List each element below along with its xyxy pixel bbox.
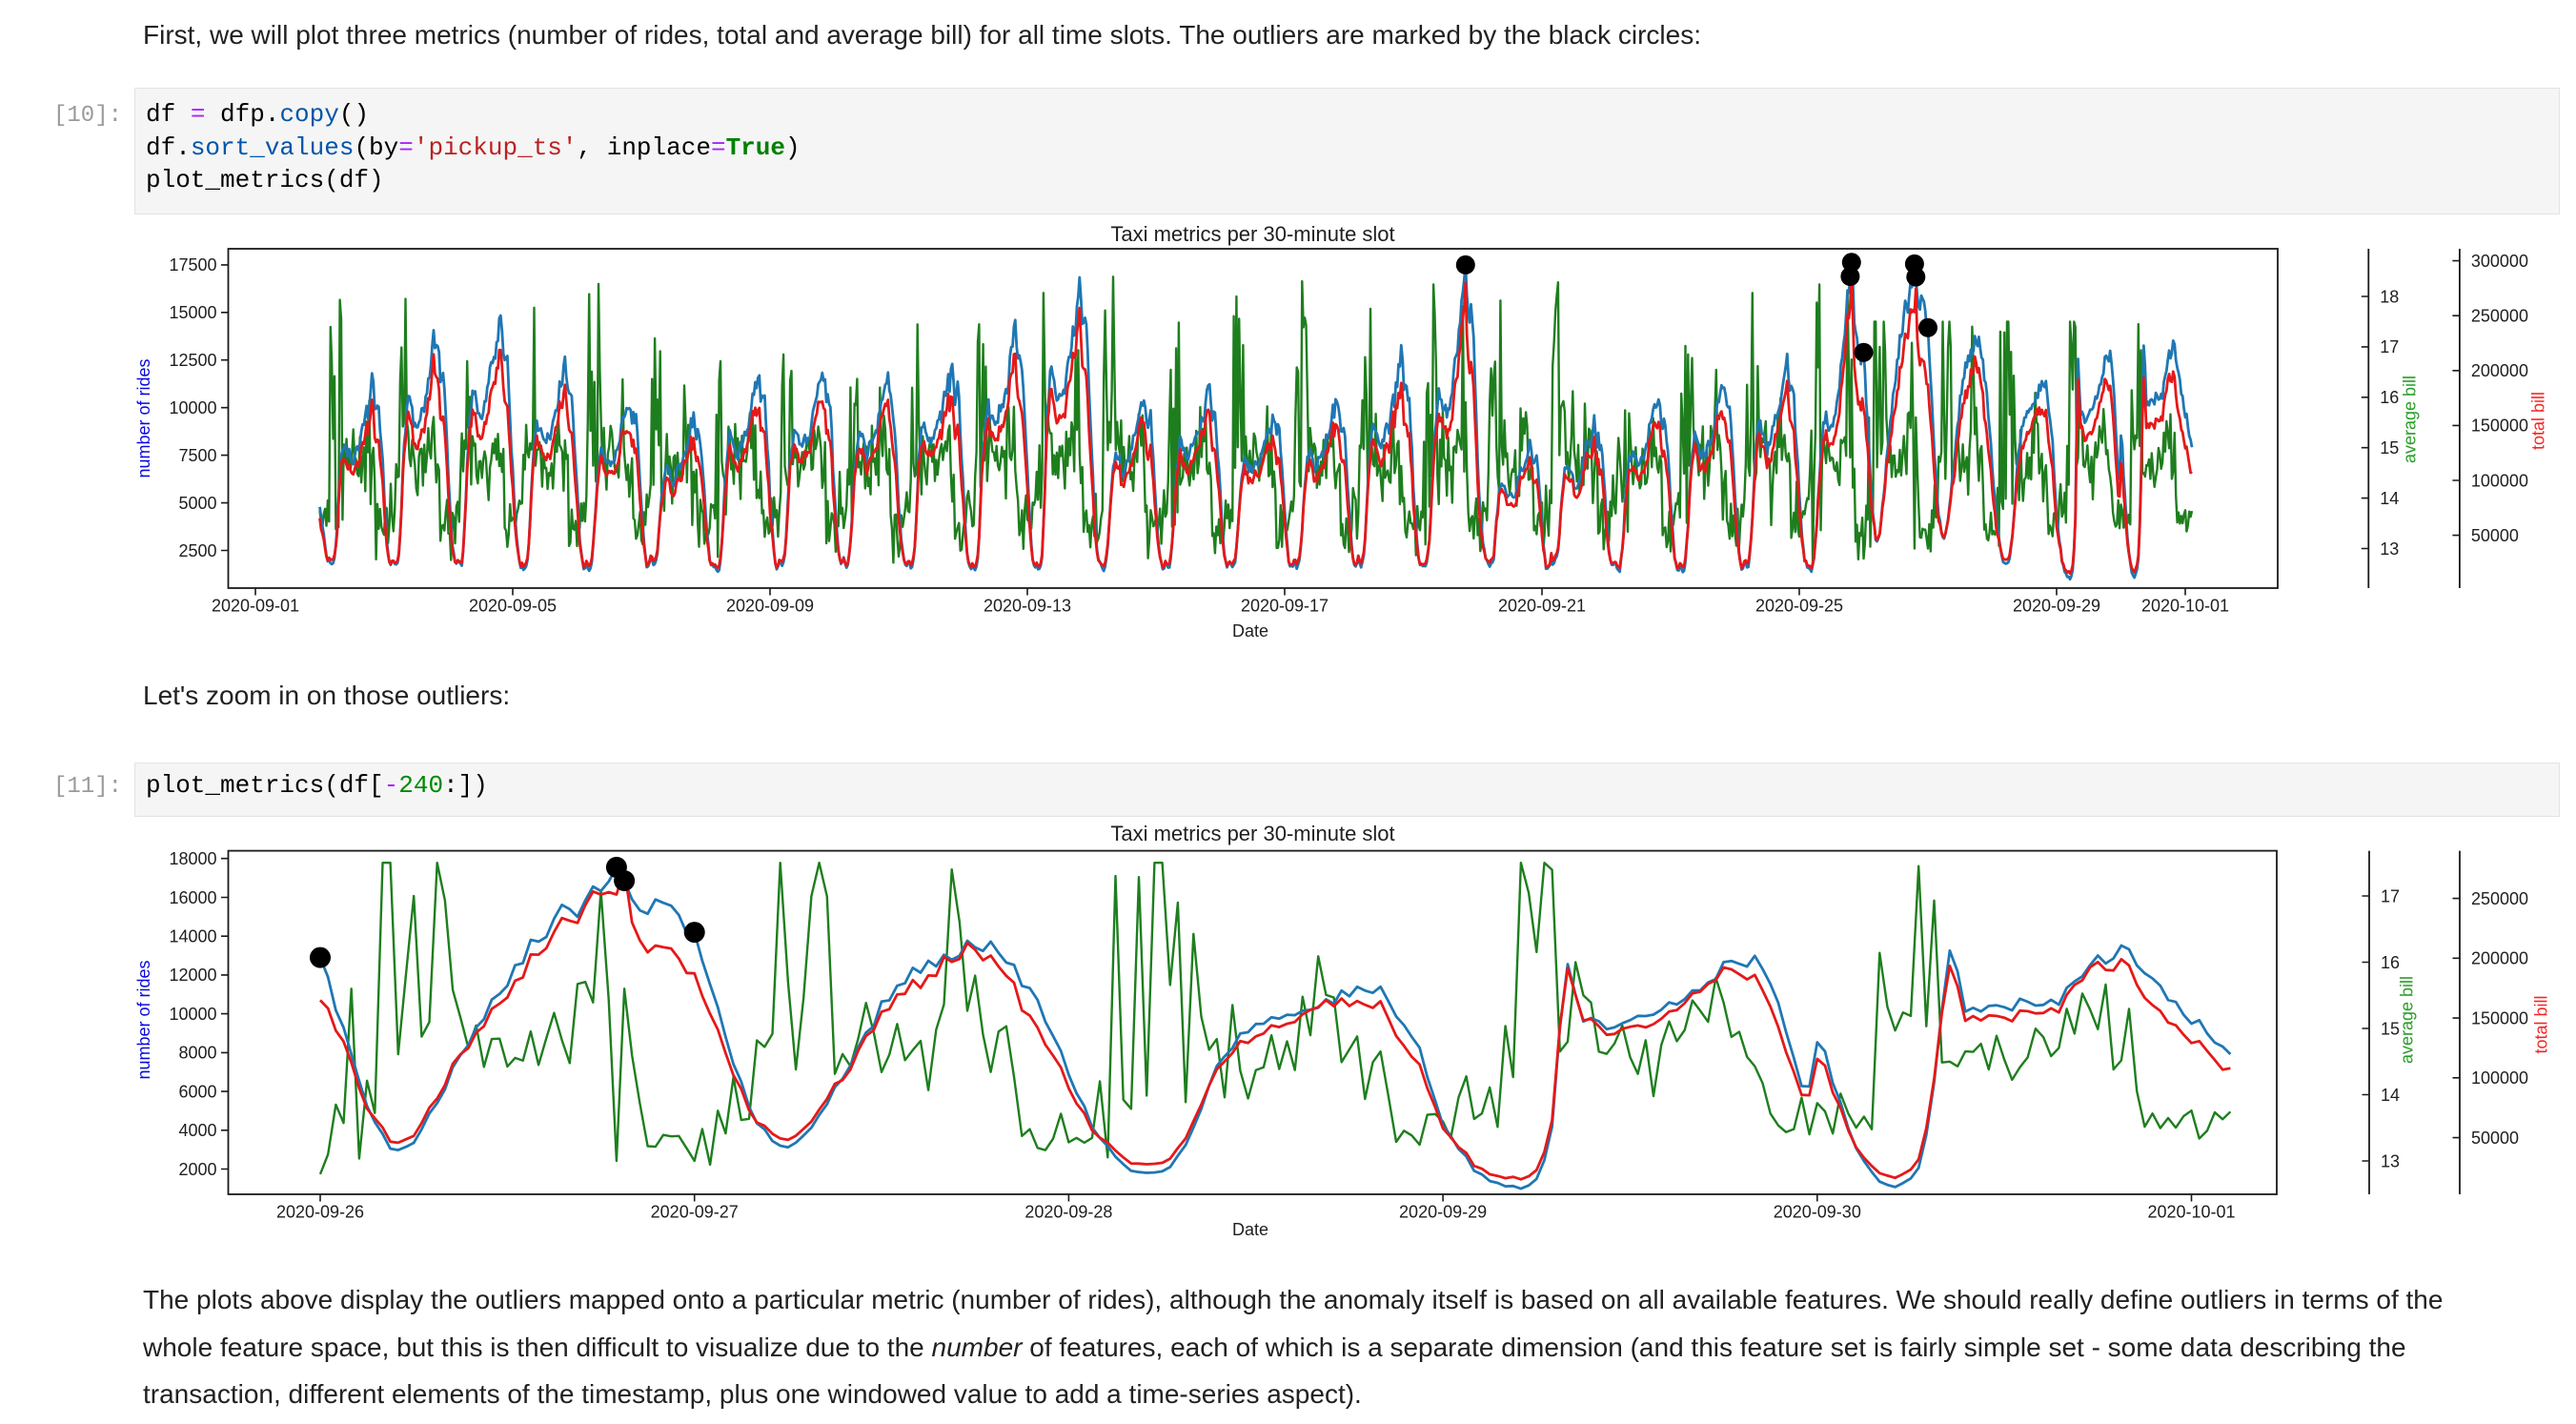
svg-text:average bill: average bill [2401,376,2420,463]
svg-text:200000: 200000 [2471,361,2528,380]
svg-text:200000: 200000 [2471,949,2528,968]
svg-text:2500: 2500 [178,541,216,560]
svg-text:2020-09-26: 2020-09-26 [276,1203,364,1222]
svg-text:2020-09-21: 2020-09-21 [1498,597,1586,616]
svg-text:2020-10-01: 2020-10-01 [2141,597,2229,616]
svg-text:15: 15 [2381,1019,2400,1038]
svg-text:total bill: total bill [2532,995,2551,1053]
svg-text:2000: 2000 [178,1160,216,1179]
svg-text:17500: 17500 [169,255,216,275]
svg-text:10000: 10000 [169,1005,216,1024]
svg-text:2020-09-05: 2020-09-05 [469,597,557,616]
svg-text:4000: 4000 [178,1121,216,1140]
svg-text:15: 15 [2380,438,2399,458]
svg-text:2020-09-29: 2020-09-29 [2013,597,2100,616]
svg-text:average bill: average bill [2398,976,2417,1064]
svg-text:100000: 100000 [2471,471,2528,490]
svg-text:Taxi metrics per 30-minute slo: Taxi metrics per 30-minute slot [1110,222,1394,246]
svg-text:2020-09-09: 2020-09-09 [726,597,814,616]
svg-text:14: 14 [2380,489,2399,508]
svg-text:2020-10-01: 2020-10-01 [2147,1203,2235,1222]
svg-text:Taxi metrics per 30-minute slo: Taxi metrics per 30-minute slot [1110,822,1394,845]
svg-text:2020-09-25: 2020-09-25 [1755,597,1843,616]
svg-text:12000: 12000 [169,966,216,985]
svg-text:14000: 14000 [169,927,216,946]
svg-text:300000: 300000 [2471,252,2528,271]
svg-text:5000: 5000 [178,494,216,513]
svg-text:8000: 8000 [178,1044,216,1063]
svg-text:16000: 16000 [169,888,216,907]
svg-text:50000: 50000 [2471,1129,2519,1148]
svg-text:14: 14 [2381,1086,2400,1105]
svg-text:2020-09-28: 2020-09-28 [1024,1203,1112,1222]
svg-text:2020-09-27: 2020-09-27 [651,1203,739,1222]
svg-text:total bill: total bill [2529,392,2548,450]
svg-text:12500: 12500 [169,351,216,370]
svg-text:18000: 18000 [169,849,216,868]
svg-text:2020-09-29: 2020-09-29 [1399,1203,1487,1222]
svg-text:17: 17 [2380,337,2399,356]
svg-text:2020-09-30: 2020-09-30 [1774,1203,1861,1222]
svg-text:2020-09-13: 2020-09-13 [984,597,1071,616]
svg-text:Date: Date [1232,1220,1268,1239]
svg-text:number of rides: number of rides [134,358,153,478]
svg-text:150000: 150000 [2471,417,2528,436]
svg-text:13: 13 [2381,1151,2400,1170]
svg-text:50000: 50000 [2471,526,2519,545]
svg-text:150000: 150000 [2471,1008,2528,1027]
svg-text:13: 13 [2380,539,2399,559]
svg-text:Date: Date [1232,621,1268,641]
svg-text:2020-09-17: 2020-09-17 [1241,597,1329,616]
svg-text:17: 17 [2381,886,2400,905]
svg-text:250000: 250000 [2471,307,2528,326]
svg-text:100000: 100000 [2471,1068,2528,1088]
svg-text:10000: 10000 [169,398,216,417]
svg-text:number of rides: number of rides [134,960,153,1079]
svg-text:2020-09-01: 2020-09-01 [212,597,299,616]
svg-text:18: 18 [2380,287,2399,306]
svg-text:16: 16 [2380,388,2399,407]
svg-text:250000: 250000 [2471,889,2528,908]
svg-text:7500: 7500 [178,446,216,465]
svg-text:6000: 6000 [178,1082,216,1101]
svg-text:15000: 15000 [169,303,216,322]
svg-text:16: 16 [2381,953,2400,972]
